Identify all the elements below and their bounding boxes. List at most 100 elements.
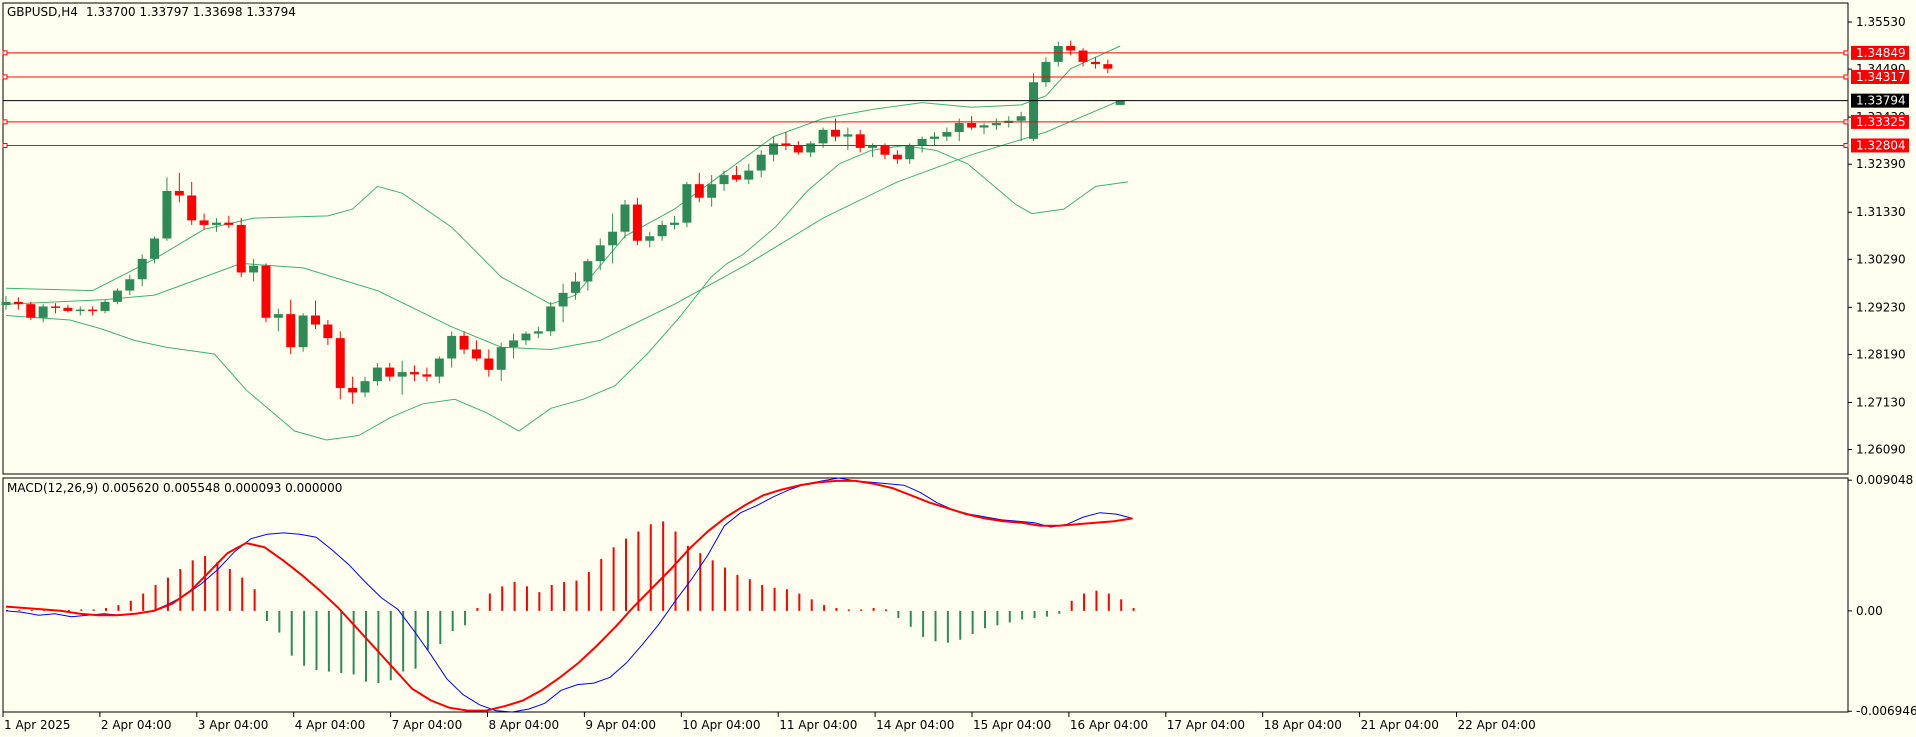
candle-body <box>410 372 420 375</box>
candle-body <box>954 123 964 133</box>
candle-body <box>422 374 432 377</box>
candle-body <box>323 324 333 339</box>
candle-body <box>657 224 667 237</box>
candle-body <box>509 340 519 348</box>
candle-body <box>75 309 85 312</box>
level-handle-left <box>2 119 8 125</box>
candle-body <box>707 184 717 198</box>
candle-body <box>311 315 320 325</box>
candle-body <box>632 204 642 241</box>
time-tick-label: 7 Apr 04:00 <box>392 718 463 732</box>
candle-body <box>459 335 469 350</box>
candle-body <box>63 307 73 311</box>
time-tick-label: 17 Apr 04:00 <box>1167 718 1245 732</box>
time-tick-label: 16 Apr 04:00 <box>1070 718 1148 732</box>
candle-body <box>174 190 184 196</box>
candle-body <box>620 204 630 232</box>
time-tick-label: 11 Apr 04:00 <box>779 718 857 732</box>
candle-body <box>26 304 36 318</box>
price-tick-label: 1.29230 <box>1856 300 1906 314</box>
time-tick-label: 8 Apr 04:00 <box>489 718 560 732</box>
candle-body <box>1066 46 1076 51</box>
candle-body <box>100 301 110 311</box>
macd-tick-label: -0.006946 <box>1856 704 1916 718</box>
candle-body <box>1041 61 1051 83</box>
candle-body <box>348 387 358 393</box>
candle-body <box>868 145 878 148</box>
time-tick-label: 21 Apr 04:00 <box>1361 718 1439 732</box>
horizontal-levels[interactable] <box>2 50 1849 148</box>
candle-body <box>261 265 271 318</box>
candle-body <box>13 301 23 305</box>
time-tick-label: 14 Apr 04:00 <box>876 718 954 732</box>
price-panel-frame <box>2 2 1849 475</box>
candle-body <box>880 145 890 155</box>
macd-lines <box>5 477 1133 713</box>
macd-panel-frame <box>2 477 1849 713</box>
candle-body <box>608 231 618 246</box>
candle-body <box>670 222 680 225</box>
candle-body <box>1078 50 1088 62</box>
ohlc-readout: 1.33700 1.33797 1.33698 1.33794 <box>86 5 296 19</box>
candlesticks <box>1 40 1125 404</box>
candle-body <box>162 190 172 239</box>
candle-body <box>298 315 308 348</box>
candle-body <box>150 238 160 259</box>
time-tick-label: 2 Apr 04:00 <box>101 718 172 732</box>
candle-body <box>211 222 221 225</box>
candle-body <box>187 195 197 221</box>
candle-body <box>484 358 494 370</box>
level-label: 1.33325 <box>1856 115 1906 129</box>
candle-body <box>558 292 568 307</box>
candle-body <box>533 331 543 334</box>
bollinger-middle-line <box>5 99 1121 351</box>
bollinger-lower-line <box>5 145 1128 441</box>
time-tick-label: 10 Apr 04:00 <box>682 718 760 732</box>
time-tick-label: 15 Apr 04:00 <box>973 718 1051 732</box>
candle-body <box>397 372 407 377</box>
candle-body <box>360 381 370 393</box>
level-handle-right <box>1843 142 1849 148</box>
candle-body <box>546 306 556 332</box>
candle-body <box>521 333 531 341</box>
candle-body <box>843 134 853 137</box>
time-tick-label: 3 Apr 04:00 <box>198 718 269 732</box>
candle-body <box>905 145 915 160</box>
time-tick-label: 1 Apr 2025 <box>4 718 71 732</box>
candle-body <box>496 347 506 370</box>
current-price-box <box>1851 93 1909 108</box>
candle-body <box>51 306 61 308</box>
candle-body <box>991 123 1001 126</box>
candle-body <box>447 335 457 359</box>
level-handle-right <box>1843 50 1849 56</box>
candle-body <box>818 129 828 144</box>
candle-body <box>892 154 902 160</box>
candle-body <box>471 349 481 359</box>
candle-body <box>917 138 927 146</box>
candle-body <box>125 279 135 291</box>
candle-body <box>88 309 98 312</box>
candle-body <box>719 175 729 185</box>
candle-body <box>199 220 209 225</box>
candle-body <box>595 245 605 262</box>
price-axis: 1.355301.344901.334301.323901.313301.302… <box>1848 15 1909 457</box>
time-tick-label: 4 Apr 04:00 <box>295 718 366 732</box>
price-panel: GBPUSD,H4 1.33700 1.33797 1.33698 1.3379… <box>1 2 1909 475</box>
candle-body <box>930 136 939 139</box>
candle-body <box>1103 64 1113 69</box>
level-handle-left <box>2 142 8 148</box>
candle-body <box>967 123 977 128</box>
level-handle-left <box>2 74 8 80</box>
candle-body <box>335 338 345 388</box>
level-label: 1.34317 <box>1856 70 1906 84</box>
price-tick-label: 1.32390 <box>1856 157 1906 171</box>
signal-line <box>5 479 1133 712</box>
level-label: 1.34849 <box>1856 46 1906 60</box>
candle-body <box>570 281 580 293</box>
macd-panel: MACD(12,26,9) 0.005620 0.005548 0.000093… <box>2 473 1916 718</box>
candle-body <box>224 222 234 225</box>
price-tick-label: 1.28190 <box>1856 347 1906 361</box>
candle-body <box>942 132 952 137</box>
candle-body <box>1 301 11 306</box>
candle-body <box>1115 100 1125 105</box>
